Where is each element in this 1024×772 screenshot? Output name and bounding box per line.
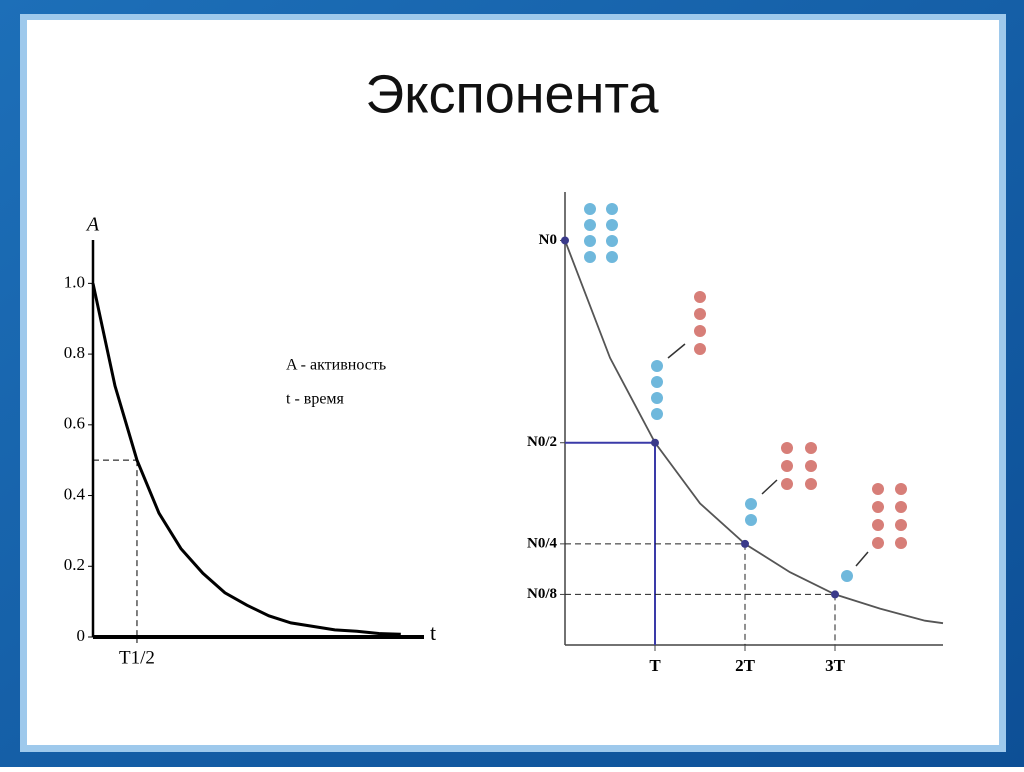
y-tick-label: 1.0 — [64, 272, 85, 291]
y-axis-label: A — [85, 214, 100, 236]
atoms — [584, 203, 907, 582]
x-tick-label: T1/2 — [119, 647, 155, 668]
y-tick-label: 0.2 — [64, 555, 85, 574]
slide-title: Экспонента — [365, 64, 659, 124]
y-tick-label: N0/8 — [527, 586, 557, 602]
y-tick-label: 0 — [77, 626, 86, 645]
x-axis-label: t — [430, 620, 436, 645]
x-tick-label: 2T — [735, 656, 756, 675]
y-tick-label: N0 — [539, 232, 557, 248]
panel — [27, 20, 999, 745]
x-tick-label: T — [649, 656, 661, 675]
y-tick-label: 0.6 — [64, 414, 85, 433]
y-tick-label: 0.4 — [64, 484, 86, 503]
curve — [564, 240, 944, 625]
y-tick-label: 0.8 — [64, 343, 85, 362]
point — [741, 539, 749, 548]
y-tick-label: N0/2 — [527, 434, 557, 450]
curve — [91, 283, 401, 636]
x-tick-label: 3T — [825, 656, 846, 675]
point — [561, 236, 569, 245]
annotation: A - активность — [286, 357, 386, 374]
point — [651, 438, 659, 447]
point — [831, 590, 839, 599]
y-tick-label: N0/4 — [527, 535, 558, 551]
annotation: t - время — [286, 391, 345, 408]
